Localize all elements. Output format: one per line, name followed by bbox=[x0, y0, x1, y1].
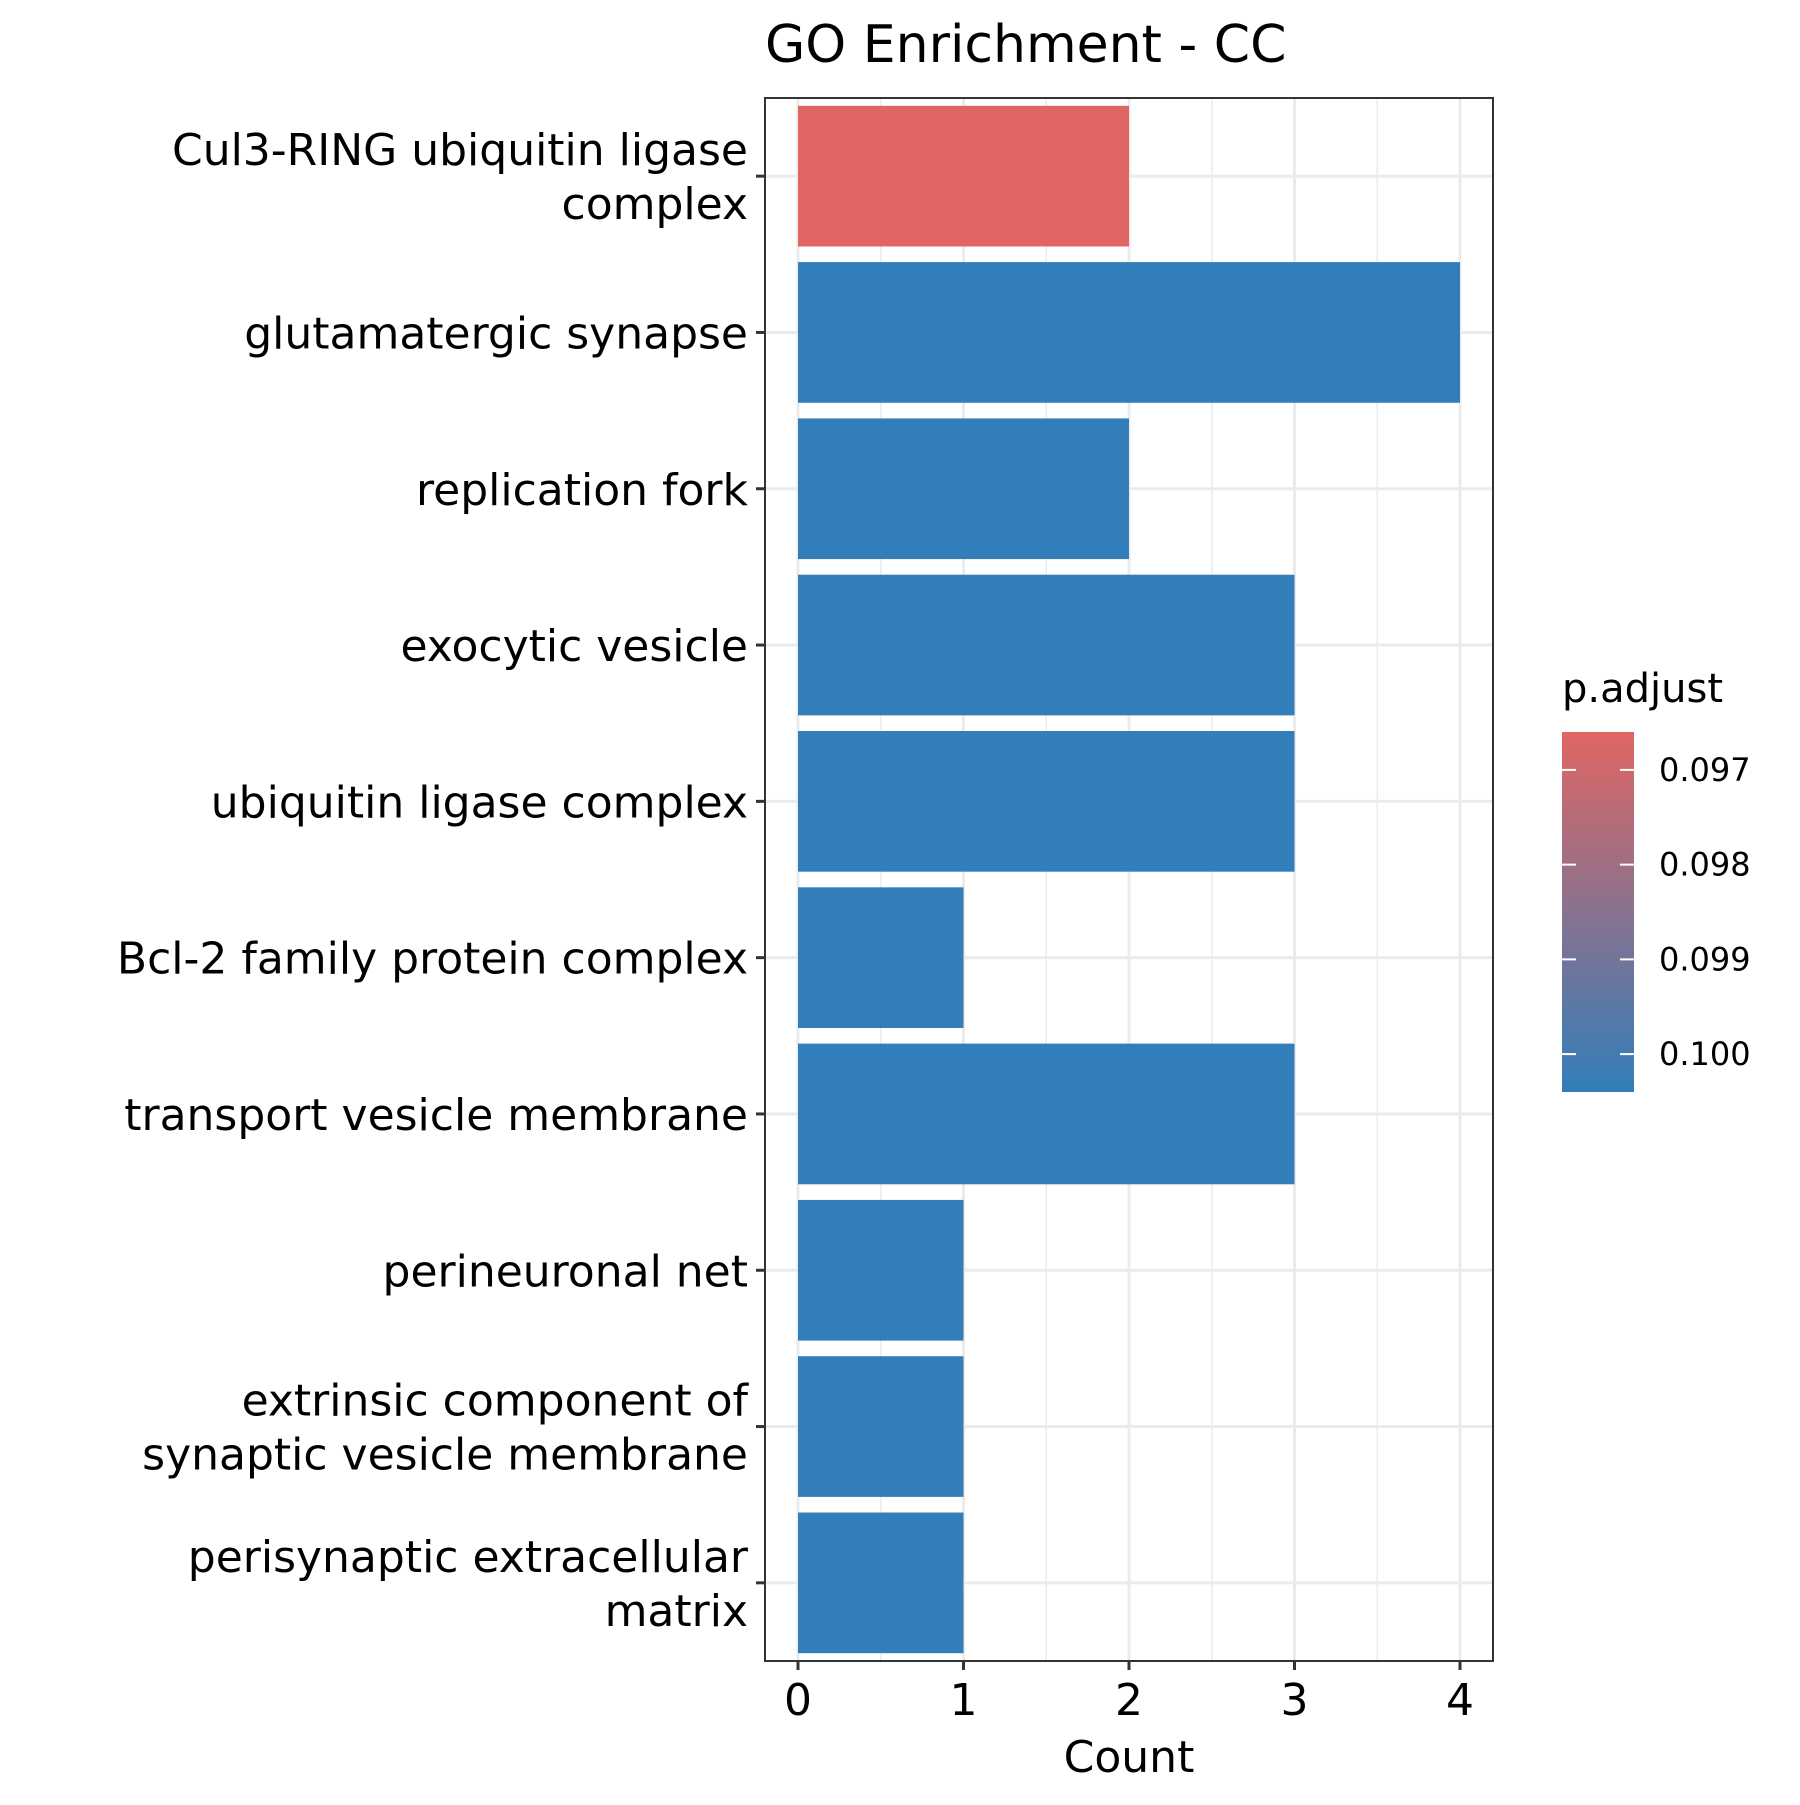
legend-title: p.adjust bbox=[1562, 666, 1723, 712]
y-tick-label: perineuronal net bbox=[383, 1246, 748, 1297]
x-axis: 0 1 2 3 4 bbox=[784, 1661, 1474, 1726]
chart-title: GO Enrichment - CC bbox=[765, 15, 1286, 75]
bar-5 bbox=[798, 731, 1295, 872]
y-tick-label: ubiquitin ligase complex bbox=[211, 777, 748, 828]
bars bbox=[798, 105, 1460, 1654]
legend-tick-label: 0.100 bbox=[1659, 1035, 1751, 1073]
x-tick-label: 4 bbox=[1446, 1675, 1474, 1726]
y-tick-label: perisynaptic extracellular matrix bbox=[188, 1532, 749, 1637]
y-tick-label: Cul3-RING ubiquitin ligase complex bbox=[172, 125, 748, 230]
y-tick-label: glutamatergic synapse bbox=[244, 308, 748, 359]
x-tick-label: 1 bbox=[950, 1675, 978, 1726]
x-tick-label: 0 bbox=[784, 1675, 812, 1726]
bar-2 bbox=[798, 262, 1460, 403]
y-tick-label: replication fork bbox=[416, 465, 748, 516]
y-tick-label: transport vesicle membrane bbox=[124, 1090, 748, 1141]
y-tick-label: exocytic vesicle bbox=[400, 621, 748, 672]
bar-7 bbox=[798, 1043, 1295, 1185]
bar-6 bbox=[798, 887, 964, 1028]
legend-tick-label: 0.098 bbox=[1659, 846, 1751, 884]
bar-10 bbox=[798, 1512, 964, 1654]
bar-8 bbox=[798, 1199, 964, 1341]
bar-4 bbox=[798, 574, 1295, 716]
bar-9 bbox=[798, 1356, 964, 1497]
legend-tick-label: 0.097 bbox=[1659, 751, 1751, 789]
x-tick-label: 3 bbox=[1281, 1675, 1309, 1726]
y-tick-label: Bcl-2 family protein complex bbox=[117, 934, 748, 985]
y-tick-label: extrinsic component of synaptic vesicle m… bbox=[142, 1376, 749, 1481]
legend-tick-label: 0.099 bbox=[1659, 940, 1751, 978]
bar-1 bbox=[798, 105, 1129, 247]
legend-colorbar bbox=[1562, 732, 1634, 1092]
y-axis: Cul3-RING ubiquitin ligase complex glutama… bbox=[117, 125, 765, 1637]
x-tick-label: 2 bbox=[1115, 1675, 1143, 1726]
legend: p.adjust 0.097 0.098 0.099 0.100 bbox=[1562, 666, 1751, 1092]
bar-3 bbox=[798, 418, 1129, 560]
x-axis-label: Count bbox=[1064, 1732, 1195, 1783]
